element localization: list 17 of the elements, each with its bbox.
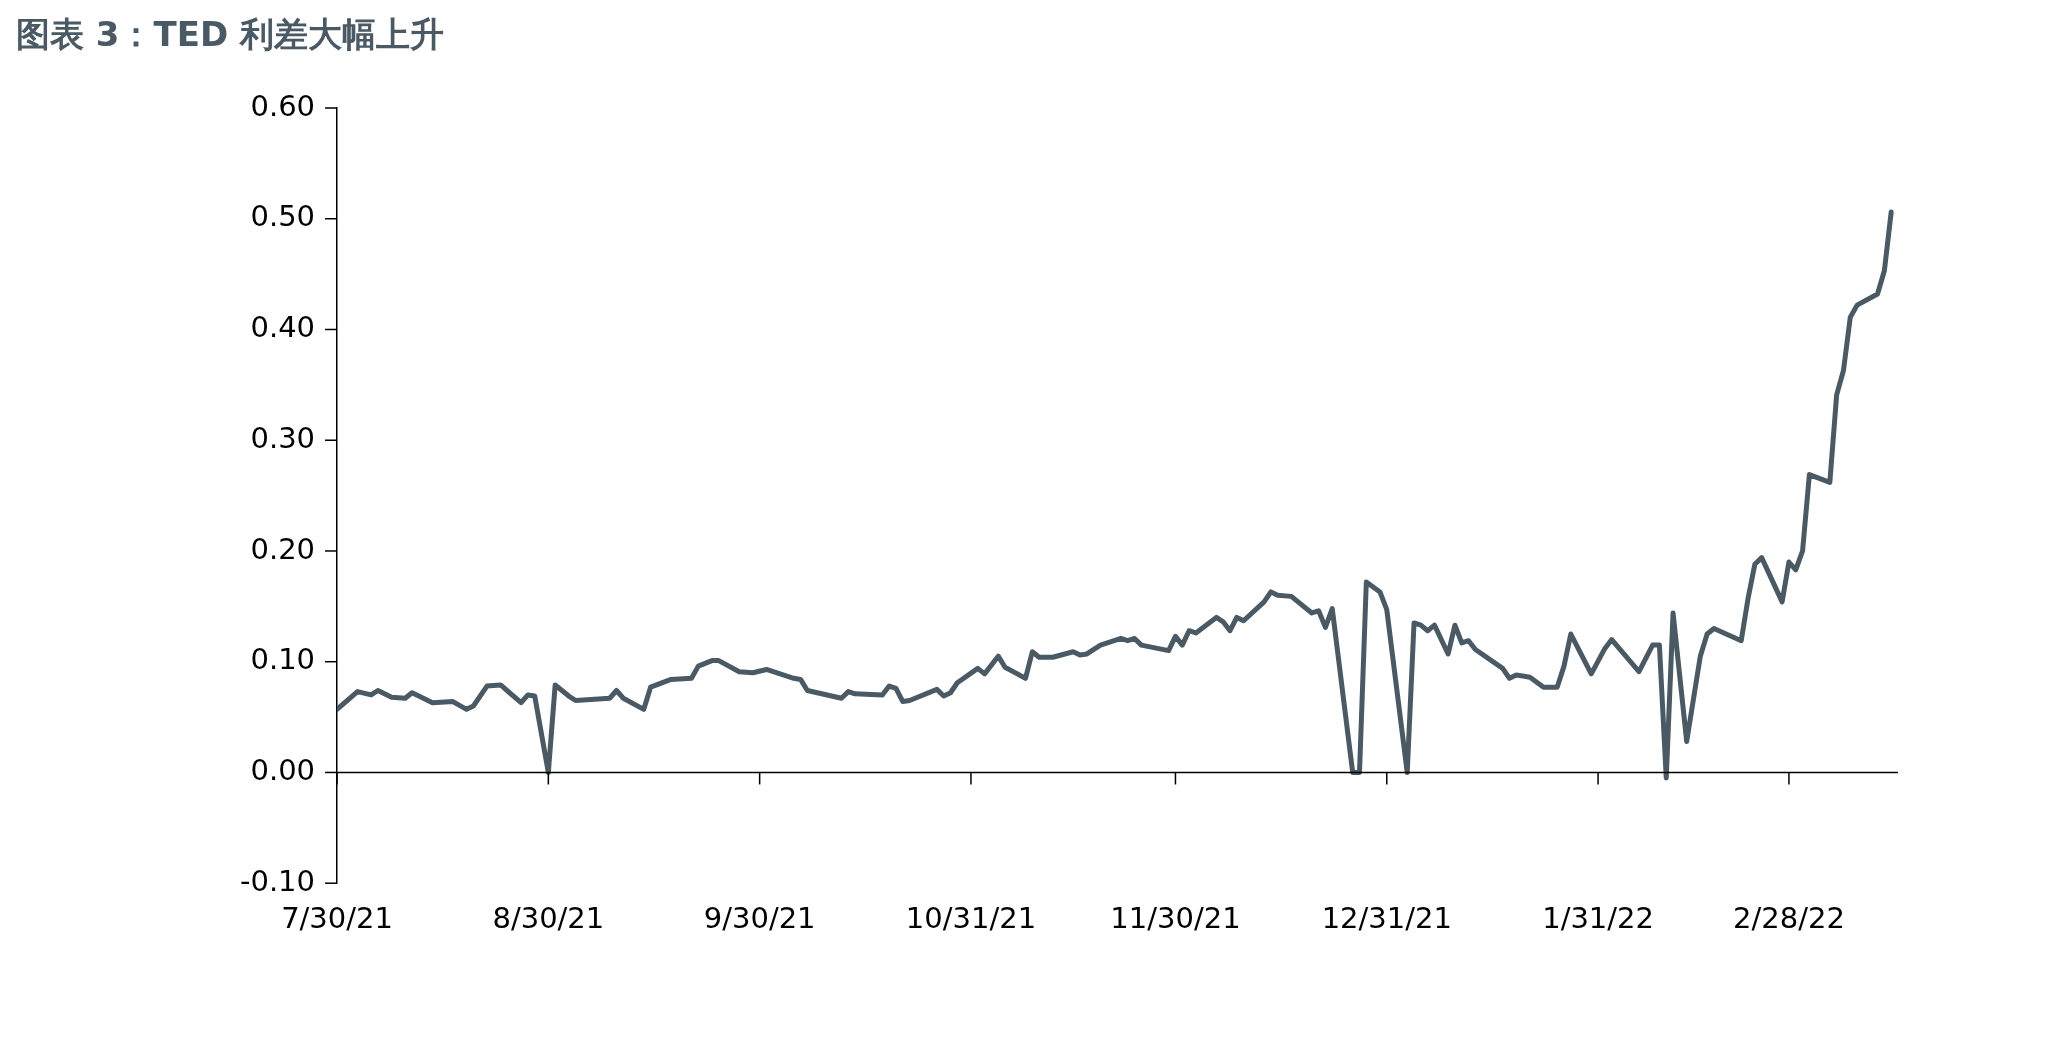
x-tick-label: 8/30/21 xyxy=(492,901,605,936)
y-tick-label: -0.10 xyxy=(239,863,316,898)
y-tick-label: 0.10 xyxy=(250,642,316,677)
y-tick-label: 0.30 xyxy=(250,420,316,455)
y-tick-label: 0.00 xyxy=(250,752,316,787)
x-tick-label: 1/31/22 xyxy=(1542,901,1654,936)
x-tick-label: 2/28/22 xyxy=(1733,901,1845,936)
x-tick-label: 11/30/21 xyxy=(1110,901,1241,936)
y-tick-label: 0.50 xyxy=(250,199,316,234)
y-tick-label: 0.40 xyxy=(250,310,316,345)
x-tick-label: 7/30/21 xyxy=(281,901,393,936)
chart-title: 图表 3：TED 利差大幅上升 xyxy=(15,13,445,56)
y-tick-label: 0.60 xyxy=(250,88,316,123)
x-tick-label: 12/31/21 xyxy=(1321,901,1452,936)
y-tick-label: 0.20 xyxy=(250,531,316,566)
x-tick-label: 9/30/21 xyxy=(703,901,816,936)
x-tick-label: 10/31/21 xyxy=(905,901,1037,936)
